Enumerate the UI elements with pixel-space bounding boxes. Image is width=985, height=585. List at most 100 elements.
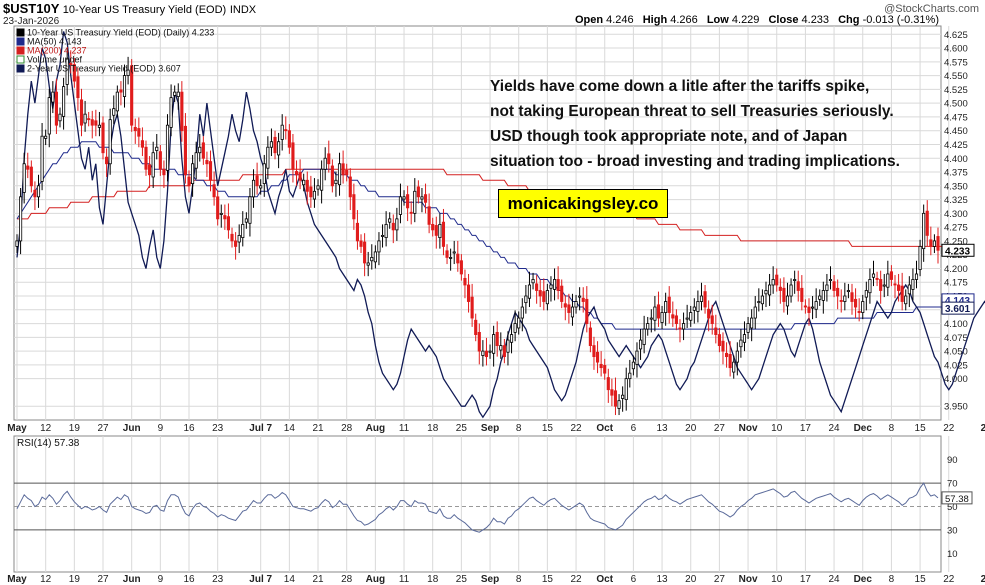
candle-body [83, 113, 87, 124]
rsi-value-badge [941, 491, 973, 505]
x-tick-label-bottom: 25 [456, 574, 468, 585]
candle-body [850, 292, 854, 302]
candle-body [681, 323, 686, 330]
rsi-y-tick-label: 90 [947, 455, 958, 466]
candle-body [707, 308, 711, 319]
rsi-y-tick-label: 70 [947, 479, 958, 490]
candle-body [932, 240, 936, 247]
candle-body [628, 372, 632, 380]
x-tick-label: 15 [915, 423, 927, 434]
candle-body [811, 306, 815, 309]
x-tick-label: 23 [212, 423, 224, 434]
candle-body [828, 279, 833, 281]
rsi-y-tick-label: 50 [947, 502, 958, 513]
y-tick-label: 4.575 [944, 57, 968, 68]
candle-body [889, 271, 893, 280]
x-tick-label-bottom: 15 [915, 574, 927, 585]
candle-body [578, 295, 582, 298]
candle-body [51, 91, 55, 103]
candle-body [144, 146, 148, 170]
candle-body [836, 287, 840, 297]
candle-body [359, 240, 363, 247]
candle-body [599, 363, 603, 369]
chg-value: -0.013 (-0.31%) [862, 14, 939, 26]
y-tick-label: 3.950 [944, 402, 968, 413]
candle-body [699, 295, 704, 302]
candle-body [280, 124, 284, 140]
candle-body [370, 257, 374, 262]
candle-body [79, 99, 84, 126]
candle-body [785, 295, 790, 307]
y-tick-label: 4.550 [944, 71, 968, 82]
y-tick-label: 4.275 [944, 223, 968, 234]
candle-body [714, 327, 718, 335]
candle-body [527, 284, 532, 299]
candle-body [800, 287, 804, 302]
candle-body [427, 206, 431, 225]
candle-body [395, 218, 399, 231]
candle-body [47, 97, 51, 135]
candle-body [284, 129, 288, 132]
y-tick-label: 4.375 [944, 168, 968, 179]
candle-body [22, 163, 26, 193]
x-tick-label-bottom: 14 [284, 574, 296, 585]
y-tick-label: 4.600 [944, 44, 968, 55]
candle-body [664, 301, 668, 313]
candle-body [463, 277, 467, 286]
candle-body [671, 314, 675, 319]
x-tick-label: Dec [854, 423, 873, 434]
candle-body [366, 262, 370, 266]
x-tick-label: 14 [284, 423, 296, 434]
candle-body [660, 312, 664, 323]
candle-body [294, 171, 299, 176]
y-tick-label: 4.250 [944, 236, 968, 247]
candle-body [191, 163, 195, 185]
candle-body [635, 350, 639, 365]
candle-body [183, 125, 187, 176]
candle-body [509, 334, 514, 343]
candle-body [62, 86, 66, 117]
candle-body [900, 285, 904, 302]
candle-body [495, 331, 499, 347]
x-tick-label-bottom: 12 [40, 574, 52, 585]
x-tick-label: 15 [542, 423, 554, 434]
candle-body [610, 389, 614, 396]
candle-body [861, 301, 865, 313]
candle-body [696, 301, 700, 312]
x-tick-label: Oct [596, 423, 613, 434]
candle-body [388, 218, 392, 223]
ticker-symbol: $UST10Y [3, 1, 60, 16]
candle-body [832, 281, 836, 291]
candle-body [753, 306, 757, 319]
candle-body [15, 240, 19, 247]
candle-body [574, 301, 578, 308]
candle-body [187, 176, 191, 187]
x-tick-label-bottom: Sep [481, 574, 499, 585]
candle-body [717, 334, 721, 347]
candle-body [380, 234, 385, 237]
candle-body [735, 350, 739, 363]
candle-body [513, 323, 517, 333]
candle-body [126, 69, 130, 76]
candle-body [130, 65, 134, 126]
candle-body [409, 211, 413, 214]
y-tick-label: 4.400 [944, 154, 968, 165]
candle-body [391, 222, 395, 231]
y-tick-label: 4.525 [944, 85, 968, 96]
annotation-line: Yields have come down a litle after the … [490, 78, 870, 95]
candle-body [603, 365, 607, 374]
candle-body [868, 279, 872, 294]
low-label: Low [706, 14, 729, 26]
candle-body [226, 216, 231, 231]
candle-body [456, 253, 460, 264]
x-tick-label: Nov [739, 423, 758, 434]
candle-body [72, 64, 76, 82]
candle-body [492, 334, 496, 354]
x-tick-label: 6 [631, 423, 637, 434]
candle-body [269, 141, 274, 148]
candle-body [778, 286, 782, 291]
chart-title: $UST10Y 10-Year US Treasury Yield (EOD) … [3, 1, 256, 16]
candle-body [101, 122, 105, 154]
x-tick-label-bottom: Jun [123, 574, 141, 585]
